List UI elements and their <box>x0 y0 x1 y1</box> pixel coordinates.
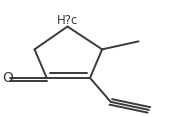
Text: O: O <box>2 71 13 85</box>
Text: H?c: H?c <box>57 14 78 27</box>
